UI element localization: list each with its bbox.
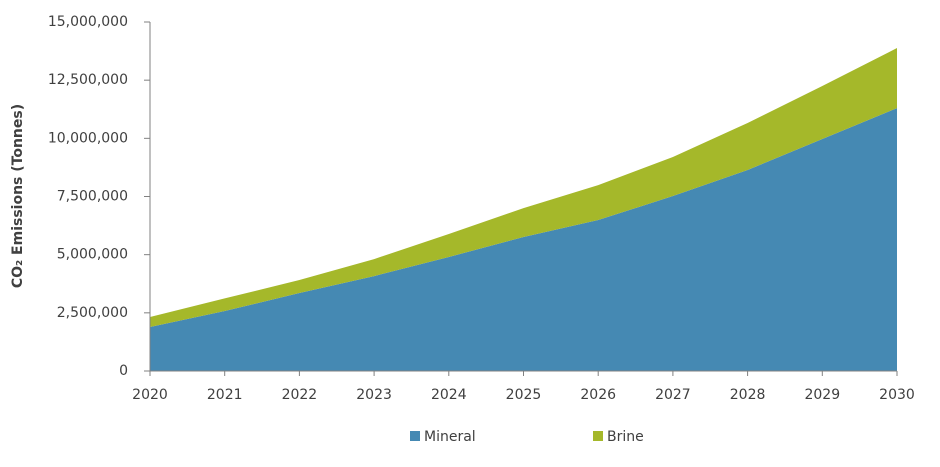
- legend-swatch: [593, 431, 603, 441]
- x-tick-label: 2030: [879, 387, 915, 403]
- y-tick-label: 7,500,000: [57, 189, 128, 205]
- legend-swatch: [410, 431, 420, 441]
- x-tick-label: 2022: [282, 387, 318, 403]
- y-tick-label: 2,500,000: [57, 305, 128, 321]
- y-tick-label: 12,500,000: [48, 72, 128, 88]
- legend-label: Mineral: [424, 429, 476, 445]
- area: [150, 48, 897, 328]
- y-axis-title: CO₂ Emissions (Tonnes): [10, 104, 26, 288]
- y-tick-label: 10,000,000: [48, 130, 128, 146]
- x-tick-label: 2026: [580, 387, 616, 403]
- x-tick-label: 2020: [132, 387, 168, 403]
- x-tick-label: 2029: [804, 387, 840, 403]
- area: [150, 108, 897, 371]
- x-tick-label: 2024: [431, 387, 467, 403]
- y-tick-label: 15,000,000: [48, 14, 128, 30]
- y-tick-label: 0: [119, 363, 128, 379]
- x-tick-label: 2021: [207, 387, 243, 403]
- x-tick-label: 2025: [506, 387, 542, 403]
- x-tick-label: 2023: [356, 387, 392, 403]
- y-tick-label: 5,000,000: [57, 247, 128, 263]
- x-tick-label: 2027: [655, 387, 691, 403]
- x-tick-label: 2028: [730, 387, 766, 403]
- legend-label: Brine: [607, 429, 644, 445]
